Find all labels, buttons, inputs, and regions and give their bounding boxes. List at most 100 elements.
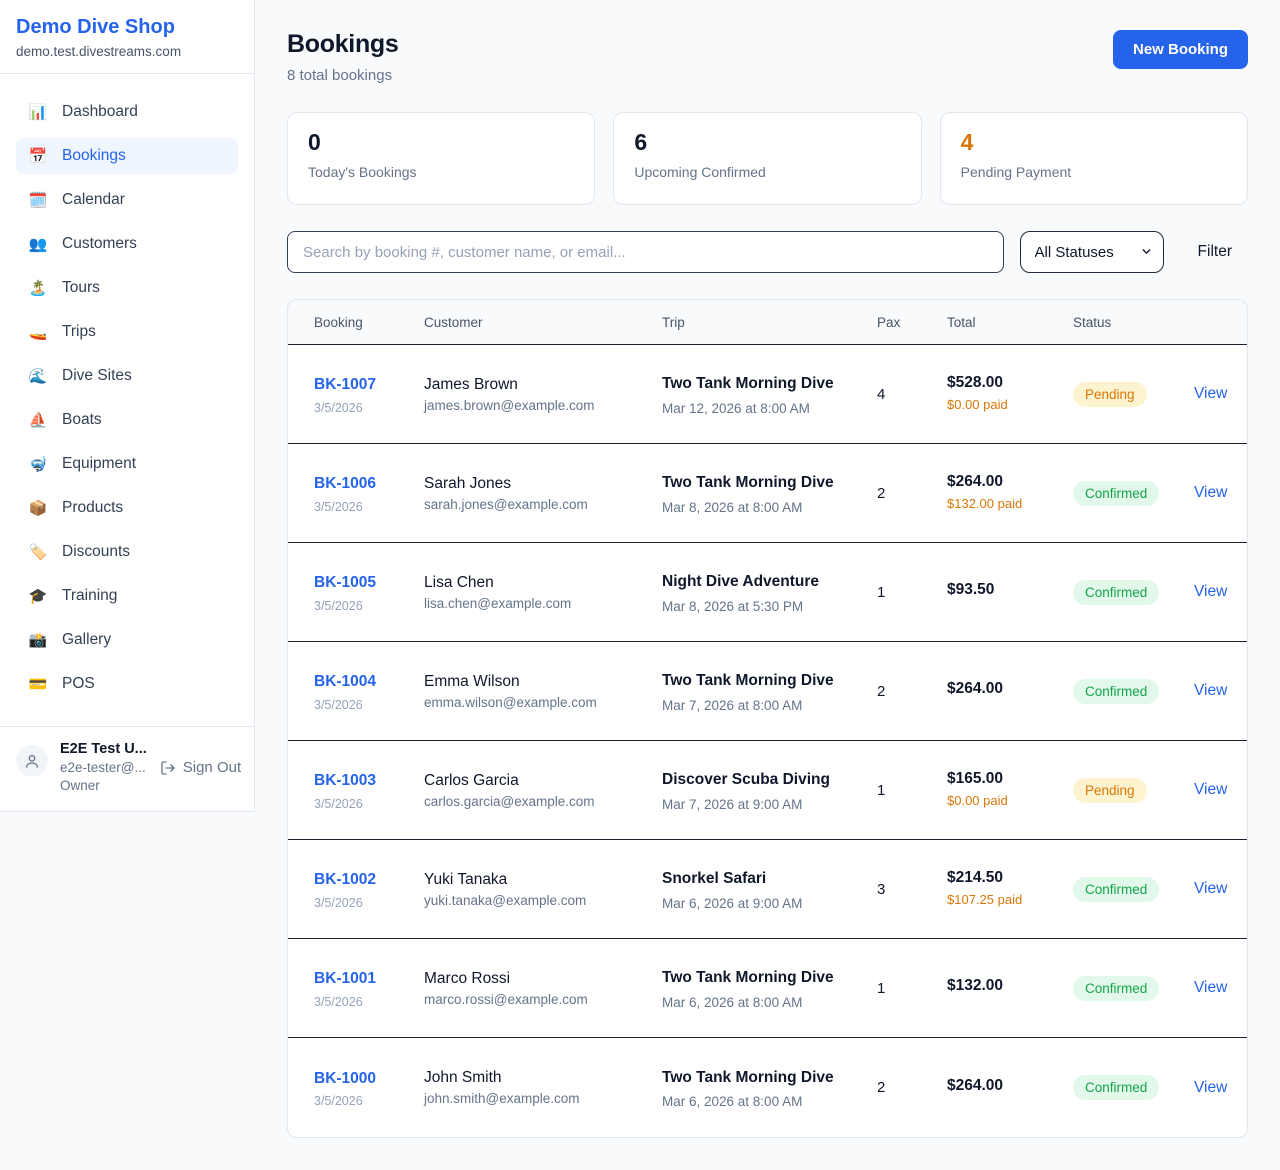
trip-name: Two Tank Morning Dive — [662, 474, 834, 492]
booking-cell: BK-1001 3/5/2026 — [314, 967, 424, 1008]
sidebar-item[interactable]: 💳 POS — [16, 666, 238, 702]
trip-name: Two Tank Morning Dive — [662, 969, 834, 987]
sidebar-item-label: Calendar — [62, 191, 125, 208]
booking-id-link[interactable]: BK-1001 — [314, 970, 377, 988]
view-link[interactable]: View — [1194, 484, 1228, 501]
trip-name: Two Tank Morning Dive — [662, 672, 834, 690]
total-cell: $528.00 $0.00 paid — [947, 374, 1073, 415]
sidebar-item-label: Training — [62, 587, 118, 604]
customer-email: emma.wilson@example.com — [424, 694, 597, 710]
booking-id-link[interactable]: BK-1000 — [314, 1069, 377, 1087]
sidebar: Demo Dive Shop demo.test.divestreams.com… — [0, 0, 255, 812]
booking-cell: BK-1005 3/5/2026 — [314, 571, 424, 612]
sign-out-label: Sign Out — [182, 759, 242, 776]
column-header-status: Status — [1073, 315, 1112, 330]
sidebar-item[interactable]: 🎓 Training — [16, 578, 238, 614]
customer-email: lisa.chen@example.com — [424, 595, 572, 611]
booking-id-link[interactable]: BK-1002 — [314, 871, 377, 889]
view-link[interactable]: View — [1194, 979, 1228, 996]
status-cell: Pending — [1073, 381, 1194, 407]
speedboat-icon: 🚤 — [28, 323, 48, 341]
main-content: Bookings 8 total bookings New Booking 0 … — [255, 0, 1280, 1170]
status-badge: Confirmed — [1073, 579, 1160, 605]
total-amount: $528.00 — [947, 373, 1004, 391]
sidebar-item[interactable]: 📊 Dashboard — [16, 94, 238, 130]
pax-value: 4 — [877, 385, 886, 403]
table-row: BK-1005 3/5/2026 Lisa Chen lisa.chen@exa… — [288, 543, 1247, 642]
sidebar-item[interactable]: 🏝️ Tours — [16, 270, 238, 306]
page-title: Bookings — [287, 30, 399, 58]
bar-chart-icon: 📊 — [28, 103, 48, 121]
trip-cell: Two Tank Morning Dive Mar 6, 2026 at 8:0… — [662, 1066, 877, 1109]
sidebar-item-label: Boats — [62, 411, 102, 428]
customer-email: yuki.tanaka@example.com — [424, 892, 587, 908]
pax-value: 1 — [877, 781, 886, 799]
trip-name: Two Tank Morning Dive — [662, 1068, 834, 1086]
status-cell: Confirmed — [1073, 876, 1194, 902]
status-select[interactable]: All Statuses — [1019, 231, 1164, 273]
trip-datetime: Mar 7, 2026 at 8:00 AM — [662, 697, 803, 713]
column-header-total: Total — [947, 315, 976, 330]
booking-id-link[interactable]: BK-1005 — [314, 574, 377, 592]
total-amount: $165.00 — [947, 769, 1004, 787]
trip-datetime: Mar 8, 2026 at 5:30 PM — [662, 598, 804, 614]
booking-cell: BK-1007 3/5/2026 — [314, 373, 424, 414]
booking-id-link[interactable]: BK-1003 — [314, 772, 377, 790]
trip-name: Snorkel Safari — [662, 870, 767, 888]
customer-email: sarah.jones@example.com — [424, 496, 588, 512]
sidebar-item-label: Tours — [62, 279, 100, 296]
sidebar-item[interactable]: 🏷️ Discounts — [16, 534, 238, 570]
total-amount: $264.00 — [947, 472, 1004, 490]
booking-cell: BK-1000 3/5/2026 — [314, 1067, 424, 1108]
people-icon: 👥 — [28, 235, 48, 253]
view-link[interactable]: View — [1194, 682, 1228, 699]
view-link[interactable]: View — [1194, 880, 1228, 897]
status-badge: Pending — [1073, 381, 1147, 407]
trip-datetime: Mar 6, 2026 at 8:00 AM — [662, 994, 803, 1010]
sidebar-item-label: Gallery — [62, 631, 112, 648]
filter-button[interactable]: Filter — [1197, 243, 1232, 260]
status-badge: Confirmed — [1073, 678, 1160, 704]
status-badge: Confirmed — [1073, 480, 1160, 506]
view-link[interactable]: View — [1194, 385, 1228, 402]
sidebar-item[interactable]: ⛵ Boats — [16, 402, 238, 438]
booking-id-link[interactable]: BK-1004 — [314, 673, 377, 691]
wave-icon: 🌊 — [28, 367, 48, 385]
customer-cell: Sarah Jones sarah.jones@example.com — [424, 475, 662, 512]
trip-cell: Snorkel Safari Mar 6, 2026 at 9:00 AM — [662, 867, 877, 910]
booking-date: 3/5/2026 — [314, 1094, 363, 1108]
trip-datetime: Mar 6, 2026 at 8:00 AM — [662, 1094, 803, 1110]
search-input[interactable] — [287, 231, 1004, 273]
column-header-customer: Customer — [424, 315, 483, 330]
user-section: E2E Test U... e2e-tester@... Sign Out Ow… — [0, 726, 254, 811]
sidebar-item[interactable]: 🤿 Equipment — [16, 446, 238, 482]
view-link[interactable]: View — [1194, 781, 1228, 798]
sidebar-item[interactable]: 📸 Gallery — [16, 622, 238, 658]
customer-email: james.brown@example.com — [424, 397, 595, 413]
view-link[interactable]: View — [1194, 1078, 1228, 1096]
bookings-table: Booking Customer Trip Pax Total Status B… — [287, 299, 1248, 1138]
booking-id-link[interactable]: BK-1007 — [314, 376, 377, 394]
view-link[interactable]: View — [1194, 583, 1228, 600]
total-amount: $214.50 — [947, 868, 1004, 886]
trip-cell: Two Tank Morning Dive Mar 7, 2026 at 8:0… — [662, 669, 877, 712]
sidebar-item[interactable]: 📅 Bookings — [16, 138, 238, 174]
sign-out-button[interactable]: Sign Out — [160, 759, 241, 776]
paid-amount: $132.00 paid — [947, 495, 1023, 511]
booking-id-link[interactable]: BK-1006 — [314, 475, 377, 493]
status-cell: Pending — [1073, 777, 1194, 803]
total-cell: $132.00 — [947, 977, 1073, 999]
booking-cell: BK-1004 3/5/2026 — [314, 670, 424, 711]
sidebar-item[interactable]: 🚤 Trips — [16, 314, 238, 350]
spiral-calendar-icon: 🗓️ — [28, 191, 48, 209]
sidebar-item[interactable]: 📦 Products — [16, 490, 238, 526]
booking-date: 3/5/2026 — [314, 697, 363, 712]
sidebar-item[interactable]: 👥 Customers — [16, 226, 238, 262]
trip-datetime: Mar 8, 2026 at 8:00 AM — [662, 499, 803, 515]
person-icon — [26, 755, 38, 768]
new-booking-button[interactable]: New Booking — [1112, 30, 1248, 69]
booking-date: 3/5/2026 — [314, 994, 363, 1009]
sidebar-item[interactable]: 🗓️ Calendar — [16, 182, 238, 218]
credit-card-icon: 💳 — [28, 675, 48, 693]
sidebar-item[interactable]: 🌊 Dive Sites — [16, 358, 238, 394]
